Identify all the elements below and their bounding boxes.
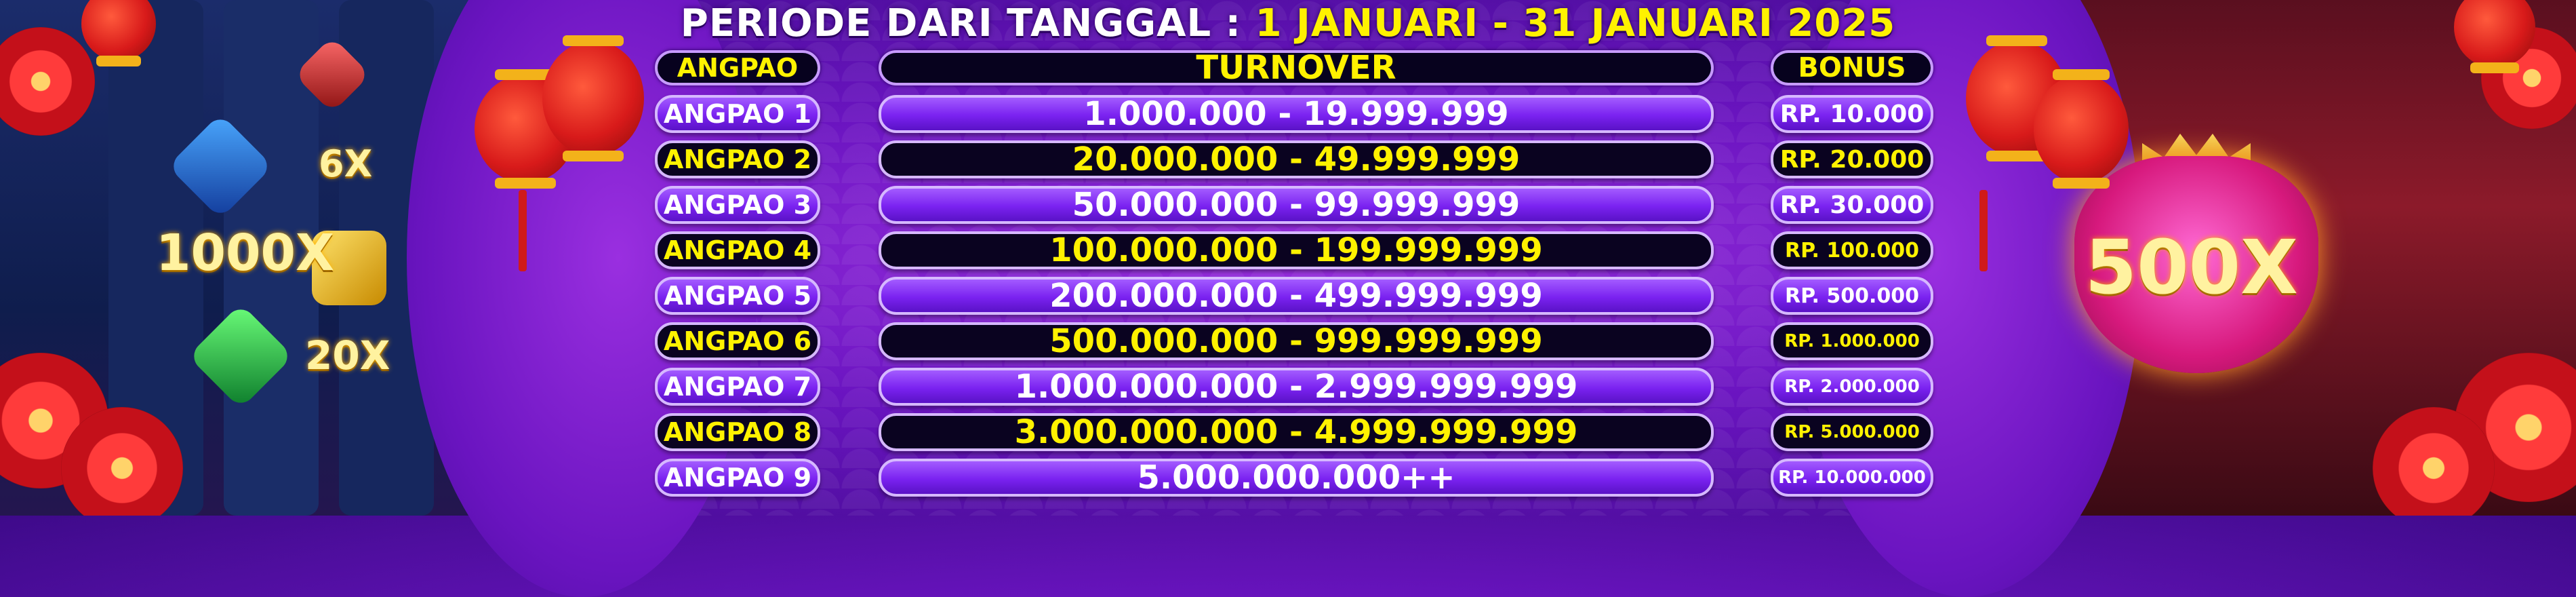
- row-bonus: RP. 500.000: [1771, 277, 1933, 315]
- row-bonus: RP. 10.000.000: [1771, 459, 1933, 497]
- red-flower-icon: [61, 407, 183, 516]
- lantern-tassel: [1979, 190, 1988, 271]
- red-lantern-icon: [2034, 69, 2129, 189]
- row-turnover: 1.000.000 - 19.999.999: [879, 95, 1714, 133]
- row-bonus: RP. 5.000.000: [1771, 413, 1933, 451]
- row-turnover: 3.000.000.000 - 4.999.999.999: [879, 413, 1714, 451]
- multiplier-badge-6x: 6X: [319, 142, 373, 185]
- row-angpao: ANGPAO 8: [655, 413, 820, 451]
- period-dates: 1 JANUARI - 31 JANUARI 2025: [1255, 1, 1896, 45]
- multiplier-badge-500x: 500X: [2085, 224, 2298, 311]
- red-lantern-icon: [542, 35, 644, 161]
- period-title-prefix: PERIODE DARI TANGGAL :: [680, 1, 1255, 45]
- header-bonus: BONUS: [1771, 50, 1933, 85]
- row-bonus: RP. 100.000: [1771, 231, 1933, 269]
- red-flower-icon: [2373, 407, 2495, 516]
- heart-multiplier-icon: [2074, 156, 2318, 373]
- row-turnover: 200.000.000 - 499.999.999: [879, 277, 1714, 315]
- period-title: PERIODE DARI TANGGAL : 1 JANUARI - 31 JA…: [0, 1, 2576, 45]
- row-turnover: 1.000.000.000 - 2.999.999.999: [879, 368, 1714, 406]
- row-angpao: ANGPAO 7: [655, 368, 820, 406]
- red-flower-icon: [0, 27, 95, 136]
- row-turnover: 100.000.000 - 199.999.999: [879, 231, 1714, 269]
- row-bonus: RP. 2.000.000: [1771, 368, 1933, 406]
- row-bonus: RP. 1.000.000: [1771, 322, 1933, 360]
- row-bonus: RP. 20.000: [1771, 140, 1933, 178]
- slot-reel: [224, 0, 319, 516]
- row-angpao: ANGPAO 6: [655, 322, 820, 360]
- row-angpao: ANGPAO 4: [655, 231, 820, 269]
- row-bonus: RP. 10.000: [1771, 95, 1933, 133]
- row-angpao: ANGPAO 1: [655, 95, 820, 133]
- lantern-tassel: [519, 190, 527, 271]
- row-turnover: 5.000.000.000++: [879, 459, 1714, 497]
- row-turnover: 20.000.000 - 49.999.999: [879, 140, 1714, 178]
- multiplier-badge-1000x: 1000X: [156, 224, 335, 282]
- row-turnover: 50.000.000 - 99.999.999: [879, 186, 1714, 224]
- red-lantern-icon: [2454, 0, 2535, 73]
- red-lantern-icon: [81, 0, 156, 66]
- row-bonus: RP. 30.000: [1771, 186, 1933, 224]
- row-angpao: ANGPAO 5: [655, 277, 820, 315]
- row-angpao: ANGPAO 3: [655, 186, 820, 224]
- yellow-gem-icon: [312, 231, 386, 305]
- row-angpao: ANGPAO 9: [655, 459, 820, 497]
- row-angpao: ANGPAO 2: [655, 140, 820, 178]
- row-turnover: 500.000.000 - 999.999.999: [879, 322, 1714, 360]
- header-turnover: TURNOVER: [879, 49, 1714, 87]
- header-angpao: ANGPAO: [655, 50, 820, 85]
- multiplier-badge-20x: 20X: [305, 332, 390, 379]
